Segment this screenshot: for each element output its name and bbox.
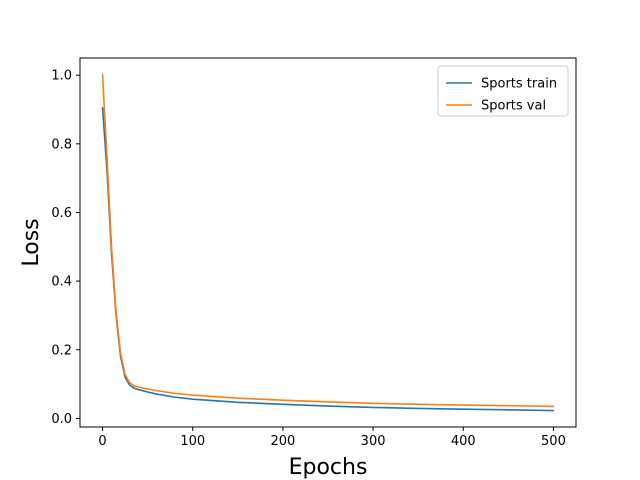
x-tick-label: 300 xyxy=(361,434,386,449)
series-layer xyxy=(101,73,555,412)
x-tick-label: 0 xyxy=(98,434,106,449)
x-tick-label: 500 xyxy=(541,434,566,449)
legend-label: Sports val xyxy=(481,99,546,114)
y-tick-label: 0.6 xyxy=(51,206,72,221)
y-tick-label: 0.4 xyxy=(51,275,72,290)
y-tick-label: 1.0 xyxy=(51,69,72,84)
legend: Sports train Sports val xyxy=(437,65,569,117)
plot-frame xyxy=(79,57,577,428)
y-tick-label: 0.2 xyxy=(51,343,72,358)
legend-label: Sports train xyxy=(481,77,557,92)
y-axis-title: Loss xyxy=(19,218,44,266)
x-tick-label: 100 xyxy=(180,434,205,449)
x-tick-label: 400 xyxy=(451,434,476,449)
y-axis: 0.0 0.2 0.4 0.6 0.8 1.0 xyxy=(51,69,80,427)
y-tick-label: 0.8 xyxy=(51,137,72,152)
x-axis-title: Epochs xyxy=(289,455,368,480)
series-line-0 xyxy=(101,106,555,412)
y-tick-label: 0.0 xyxy=(51,412,72,427)
x-axis: 0 100 200 300 400 500 xyxy=(98,427,566,449)
x-tick-label: 200 xyxy=(270,434,295,449)
series-line-1 xyxy=(101,73,555,408)
legend-box xyxy=(437,65,569,117)
